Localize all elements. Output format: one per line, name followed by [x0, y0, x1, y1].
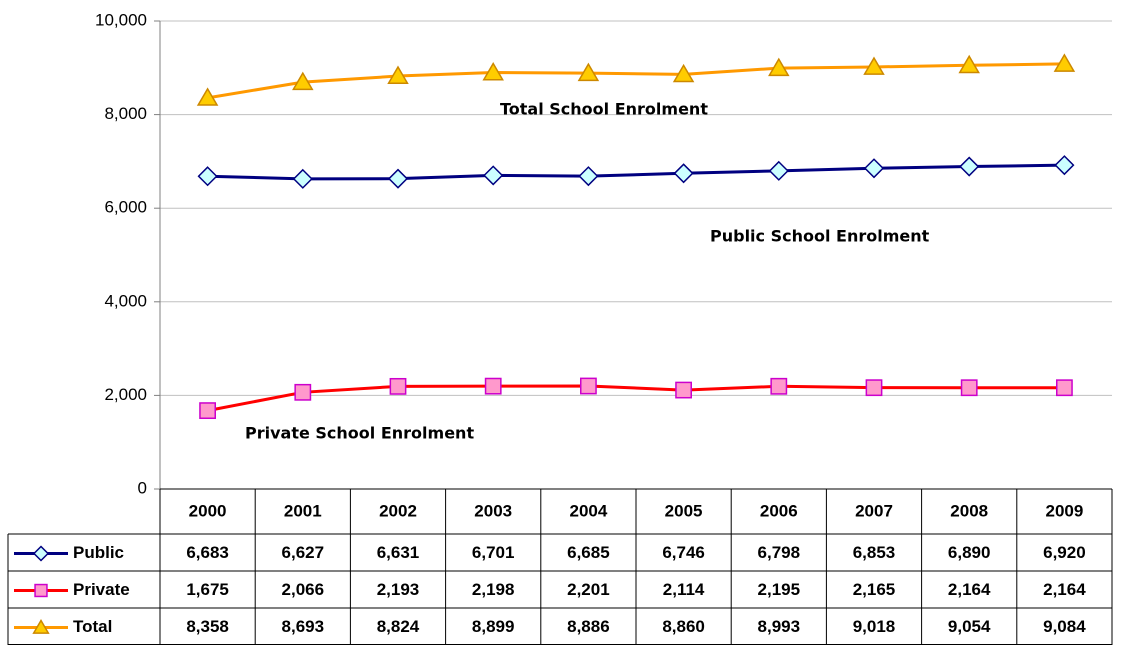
- marker: [960, 379, 978, 397]
- table-cell: 8,860: [662, 617, 705, 636]
- marker: [959, 156, 980, 177]
- marker: [389, 377, 407, 395]
- table-cell: 6,920: [1043, 543, 1086, 562]
- marker: [577, 62, 600, 82]
- marker: [863, 56, 885, 75]
- marker: [672, 63, 695, 83]
- legend-label: Private: [73, 580, 130, 599]
- marker: [32, 545, 50, 562]
- x-tick-label: 2007: [855, 501, 893, 520]
- marker: [768, 57, 790, 77]
- marker: [768, 160, 789, 181]
- marker: [673, 163, 694, 184]
- table-cell: 9,054: [948, 617, 991, 636]
- table-cell: 2,164: [1043, 580, 1086, 599]
- x-tick-label: 2000: [189, 501, 227, 520]
- table-cell: 2,195: [758, 580, 801, 599]
- marker: [1053, 53, 1076, 72]
- annotation: Public School Enrolment: [710, 227, 930, 246]
- y-tick-label: 6,000: [104, 198, 147, 217]
- marker: [1054, 155, 1075, 176]
- table-cell: 6,890: [948, 543, 991, 562]
- y-tick-label: 10,000: [95, 10, 147, 29]
- x-tick-label: 2001: [284, 501, 322, 520]
- marker: [199, 402, 216, 420]
- table-cell: 2,193: [377, 580, 420, 599]
- table-cell: 6,746: [662, 543, 705, 562]
- marker: [387, 65, 409, 84]
- marker: [32, 619, 50, 634]
- x-tick-label: 2004: [569, 501, 607, 520]
- marker: [387, 168, 409, 189]
- table-cell: 2,164: [948, 580, 991, 599]
- y-tick-label: 0: [138, 478, 147, 497]
- series-line: [207, 62, 1065, 100]
- table-cell: 8,899: [472, 617, 515, 636]
- marker: [1056, 379, 1073, 397]
- marker: [196, 87, 219, 106]
- table-cell: 6,683: [186, 543, 229, 562]
- table-cell: 2,066: [282, 580, 325, 599]
- marker: [292, 168, 313, 189]
- table-cell: 8,886: [567, 617, 610, 636]
- marker: [770, 377, 788, 395]
- series-line: [207, 163, 1065, 181]
- marker: [580, 377, 597, 395]
- legend-label: Total: [73, 617, 112, 636]
- marker: [197, 166, 218, 187]
- marker: [34, 583, 48, 598]
- table-cell: 8,358: [186, 617, 229, 636]
- marker: [865, 379, 883, 397]
- table-cell: 8,693: [282, 617, 325, 636]
- legend-label: Public: [73, 543, 124, 562]
- marker: [578, 166, 599, 187]
- series-line: [207, 384, 1065, 413]
- marker: [483, 165, 504, 186]
- marker: [675, 381, 693, 399]
- table-cell: 8,824: [377, 617, 420, 636]
- annotation: Private School Enrolment: [245, 424, 474, 443]
- table-cell: 6,631: [377, 543, 420, 562]
- table-cell: 1,675: [186, 580, 229, 599]
- marker: [958, 54, 980, 74]
- y-tick-label: 8,000: [104, 104, 147, 123]
- table-cell: 2,198: [472, 580, 515, 599]
- y-tick-label: 2,000: [104, 385, 147, 404]
- marker: [484, 377, 502, 395]
- x-tick-label: 2008: [950, 501, 988, 520]
- table-cell: 2,201: [567, 580, 610, 599]
- table-cell: 6,853: [853, 543, 896, 562]
- marker: [294, 383, 312, 401]
- annotation: Total School Enrolment: [500, 100, 708, 119]
- table-cell: 6,798: [758, 543, 801, 562]
- y-tick-label: 4,000: [104, 291, 147, 310]
- table-cell: 6,685: [567, 543, 610, 562]
- marker: [863, 158, 885, 179]
- table-cell: 6,701: [472, 543, 515, 562]
- table-cell: 6,627: [282, 543, 325, 562]
- table-cell: 9,084: [1043, 617, 1086, 636]
- table-cell: 2,114: [663, 580, 705, 599]
- x-tick-label: 2005: [665, 501, 703, 520]
- table-cell: 2,165: [853, 580, 896, 599]
- x-tick-label: 2006: [760, 501, 798, 520]
- marker: [292, 71, 314, 91]
- table-cell: 9,018: [853, 617, 896, 636]
- x-tick-label: 2009: [1045, 501, 1083, 520]
- marker: [482, 62, 504, 81]
- x-tick-label: 2003: [474, 501, 512, 520]
- table-cell: 8,993: [758, 617, 801, 636]
- x-tick-label: 2002: [379, 501, 417, 520]
